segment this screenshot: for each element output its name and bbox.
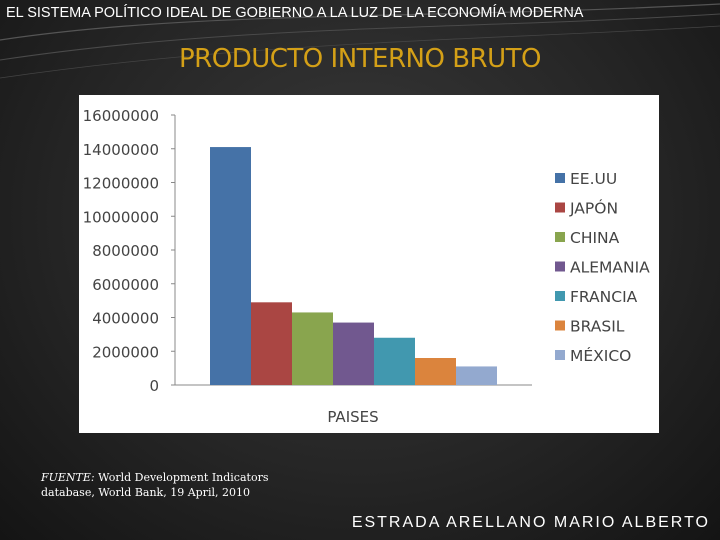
x-axis-label: PAISES — [327, 408, 378, 426]
chart-area: 0 2000000 4000000 6000000 8000000 10000000 120… — [79, 95, 659, 433]
legend-entry: FRANCIA — [570, 288, 638, 306]
slide-title: PRODUCTO INTERNO BRUTO — [179, 44, 541, 74]
bar-francia — [374, 337, 415, 385]
legend-swatch — [555, 173, 565, 183]
legend-swatch — [555, 202, 565, 213]
y-tick-label: 4000000 — [92, 310, 159, 328]
source-label: FUENTE: — [41, 471, 95, 484]
y-tick-label: 8000000 — [92, 242, 159, 260]
y-tick-label: 6000000 — [92, 276, 159, 294]
legend-swatch — [555, 350, 565, 360]
y-tick-label: 14000000 — [83, 141, 159, 159]
legend-swatch — [555, 320, 565, 331]
source-line-2: database, World Bank, 19 April, 2010 — [41, 486, 250, 499]
bar-japón — [251, 302, 292, 385]
bar-méxico — [456, 366, 497, 385]
bar-ee.uu — [210, 147, 251, 385]
author-name: ESTRADA ARELLANO MARIO ALBERTO — [351, 514, 710, 531]
legend-swatch — [555, 232, 565, 242]
legend-entry: CHINA — [570, 229, 620, 247]
legend-entry: BRASIL — [570, 318, 625, 336]
bar-brasil — [415, 358, 456, 385]
y-tick-label: 12000000 — [83, 175, 159, 193]
bar-alemania — [333, 322, 374, 385]
y-tick-label: 0 — [149, 377, 159, 395]
source-line-1: World Development Indicators — [98, 471, 269, 484]
legend-swatch — [555, 261, 565, 272]
source-note: FUENTE: World Development Indicators dat… — [41, 470, 341, 500]
legend-entry: JAPÓN — [569, 199, 618, 218]
header-title: EL SISTEMA POLÍTICO IDEAL DE GOBIERNO A … — [6, 5, 584, 21]
legend-entry: MÉXICO — [570, 346, 631, 365]
bar-chart: 0 2000000 4000000 6000000 8000000 10000000 120… — [83, 107, 651, 426]
legend-swatch — [555, 291, 565, 301]
legend-entry: ALEMANIA — [570, 259, 650, 277]
y-tick-label: 10000000 — [83, 208, 159, 226]
y-tick-label: 16000000 — [83, 107, 159, 125]
legend-entry: EE.UU — [570, 170, 617, 188]
y-tick-label: 2000000 — [92, 343, 159, 361]
bar-china — [292, 312, 333, 385]
